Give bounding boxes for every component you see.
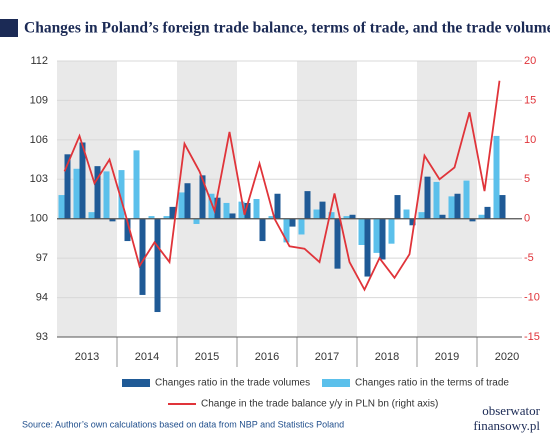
y2-tick-label: -15 [524,331,540,343]
bar [484,206,491,219]
y-tick-label: 100 [30,213,48,225]
bar [334,218,341,269]
y-tick-label: 94 [36,291,48,303]
bar [229,213,236,219]
bar [289,218,296,227]
y2-tick-label: 10 [524,134,536,146]
bar [94,166,101,219]
y-tick-label: 109 [30,94,48,106]
bar [493,135,500,219]
y-tick-label: 112 [30,55,48,67]
bar [79,142,86,219]
bar [349,214,356,219]
y2-tick-label: -5 [524,252,534,264]
x-tick-label: 2016 [255,351,279,363]
chart-title: Changes in Poland’s foreign trade balanc… [24,20,550,37]
bar [454,193,461,219]
bar [409,218,416,226]
bar [478,214,485,219]
x-tick-label: 2014 [135,351,159,363]
bar [298,218,305,235]
bar [178,192,185,219]
title-marker [0,19,18,37]
bar [418,212,425,219]
bar [133,150,140,219]
x-tick-label: 2018 [375,351,399,363]
bar [364,218,371,277]
legend-label: Change in the trade balance y/y in PLN b… [201,399,438,410]
bar [64,154,71,219]
bar [463,180,470,219]
bar [88,212,95,219]
bar [139,218,146,295]
bar [118,170,125,219]
y2-tick-label: -10 [524,291,540,303]
bar [214,197,221,219]
bar [193,218,200,224]
bar [148,216,155,219]
bar [274,193,281,219]
x-tick-label: 2013 [75,351,99,363]
bar [373,218,380,253]
bar [124,218,131,242]
x-tick-label: 2017 [315,351,339,363]
bar [184,183,191,219]
bar [103,171,110,219]
bar [109,218,116,222]
bar [358,218,365,245]
bar [403,209,410,219]
bar [469,218,476,222]
bar [73,168,80,219]
logo: finansowy.pl [473,418,540,433]
legend-label: Changes ratio in the trade volumes [155,378,310,389]
legend-label: Changes ratio in the terms of trade [355,378,509,389]
x-tick-label: 2019 [435,351,459,363]
bar [163,216,170,219]
y-tick-label: 93 [36,331,48,343]
bar [319,201,326,219]
bar [154,218,161,313]
legend-swatch [322,379,350,387]
line [63,80,501,292]
source: Source: Author’s own calculations based … [22,419,344,429]
bar [394,195,401,219]
bar [433,181,440,219]
y-tick-label: 103 [30,173,48,185]
bar [499,195,506,219]
bar [58,195,65,219]
bar [223,202,230,219]
bar [199,175,206,219]
bar [253,199,260,219]
y2-tick-label: 15 [524,94,536,106]
bar [283,218,290,243]
y-tick-label: 97 [36,252,48,264]
bar [259,218,266,242]
legend-swatch [122,379,150,387]
y-tick-label: 106 [30,134,48,146]
bar [313,209,320,219]
bar [388,218,395,244]
x-tick-label: 2020 [495,351,519,363]
bar [424,176,431,219]
bar [208,193,215,219]
plot [58,135,506,313]
bar [343,216,350,219]
bar [169,206,176,219]
logo: obserwator [482,403,540,418]
y2-tick-label: 20 [524,55,536,67]
bar [448,196,455,219]
bar [238,201,245,219]
bar [439,214,446,219]
bar [328,212,335,219]
x-tick-label: 2015 [195,351,219,363]
bar [379,218,386,260]
bar [304,191,311,219]
bar [268,216,275,219]
y2-tick-label: 5 [524,173,530,185]
y2-tick-label: 0 [524,213,530,225]
bar [244,202,251,219]
